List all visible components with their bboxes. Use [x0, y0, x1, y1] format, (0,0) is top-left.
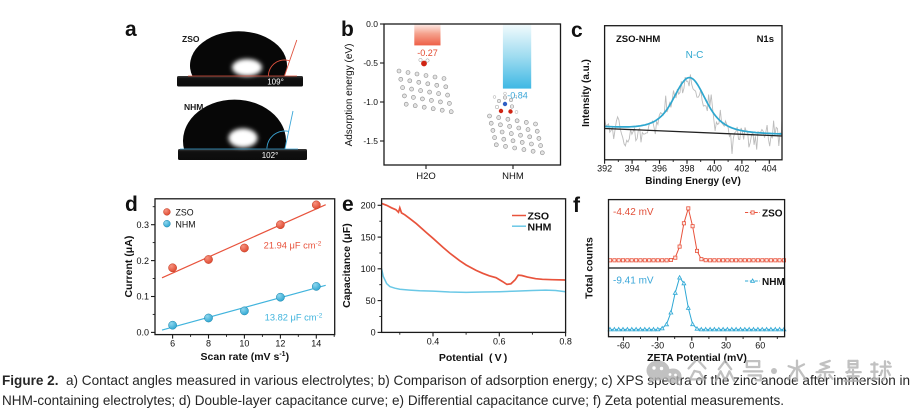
svg-text:-0.27: -0.27 [417, 48, 438, 58]
svg-text:NHM: NHM [184, 102, 203, 112]
svg-text:0.1: 0.1 [136, 292, 149, 302]
svg-text:392: 392 [597, 164, 612, 174]
svg-text:12: 12 [275, 339, 285, 349]
svg-text:50: 50 [366, 296, 376, 306]
svg-text:0.2: 0.2 [136, 256, 149, 266]
svg-text:14: 14 [311, 339, 321, 349]
svg-text:Current (μA): Current (μA) [123, 236, 135, 298]
svg-text:H2O: H2O [416, 171, 436, 182]
svg-text:8: 8 [206, 339, 211, 349]
svg-text:-9.41 mV: -9.41 mV [613, 276, 654, 287]
svg-text:402: 402 [734, 164, 749, 174]
svg-text:200: 200 [361, 201, 376, 211]
svg-text:404: 404 [762, 164, 777, 174]
svg-text:ZETA Potential (mV): ZETA Potential (mV) [647, 352, 747, 364]
svg-text:0.4: 0.4 [427, 336, 440, 346]
svg-text:-4.42 mV: -4.42 mV [613, 207, 654, 218]
svg-text:100: 100 [361, 264, 376, 274]
svg-text:13.82 μF cm-2: 13.82 μF cm-2 [265, 313, 323, 323]
svg-text:NHM: NHM [176, 219, 196, 229]
svg-text:400: 400 [707, 164, 722, 174]
svg-text:0: 0 [689, 341, 694, 351]
svg-text:N-C: N-C [686, 50, 704, 61]
svg-text:Total counts: Total counts [584, 237, 596, 299]
svg-text:394: 394 [625, 164, 640, 174]
svg-text:-1.0: -1.0 [363, 97, 378, 107]
svg-text:0: 0 [371, 328, 376, 338]
svg-text:NHM: NHM [502, 171, 524, 182]
svg-text:21.94 μF cm-2: 21.94 μF cm-2 [264, 241, 322, 251]
svg-text:Scan rate (mV s-1): Scan rate (mV s-1) [201, 351, 290, 363]
svg-text:Capacitance (μF): Capacitance (μF) [341, 223, 353, 308]
svg-text:Adsorption energy (eV): Adsorption energy (eV) [344, 44, 355, 147]
svg-text:ZSO-NHM: ZSO-NHM [616, 34, 660, 45]
svg-text:0.6: 0.6 [493, 336, 506, 346]
svg-text:150: 150 [361, 232, 376, 242]
svg-text:0.8: 0.8 [559, 336, 572, 346]
svg-text:N1s: N1s [757, 34, 774, 45]
svg-text:109°: 109° [267, 78, 284, 87]
svg-text:0.0: 0.0 [136, 328, 149, 338]
svg-text:Binding Energy (eV): Binding Energy (eV) [645, 176, 741, 187]
svg-text:ZSO: ZSO [176, 208, 194, 218]
svg-text:NHM: NHM [762, 277, 785, 288]
svg-text:10: 10 [239, 339, 249, 349]
svg-text:30: 30 [721, 341, 731, 351]
svg-text:0.3: 0.3 [136, 220, 149, 230]
svg-text:396: 396 [652, 164, 667, 174]
svg-text:102°: 102° [262, 151, 279, 160]
svg-text:-0.84: -0.84 [507, 91, 528, 101]
svg-text:0.0: 0.0 [366, 19, 378, 29]
svg-text:ZSO: ZSO [182, 34, 200, 44]
svg-text:ZSO: ZSO [762, 208, 783, 219]
svg-text:-60: -60 [617, 341, 630, 351]
svg-text:-0.5: -0.5 [363, 58, 378, 68]
svg-text:Intensity (a.u.): Intensity (a.u.) [581, 59, 592, 127]
svg-text:ZSO: ZSO [528, 211, 550, 223]
svg-text:-30: -30 [651, 341, 664, 351]
svg-text:NHM: NHM [528, 221, 552, 233]
svg-text:60: 60 [755, 341, 765, 351]
svg-text:Potential ( V ): Potential ( V ) [439, 352, 507, 364]
svg-text:-1.5: -1.5 [363, 136, 378, 146]
svg-text:398: 398 [679, 164, 694, 174]
svg-text:6: 6 [170, 339, 175, 349]
